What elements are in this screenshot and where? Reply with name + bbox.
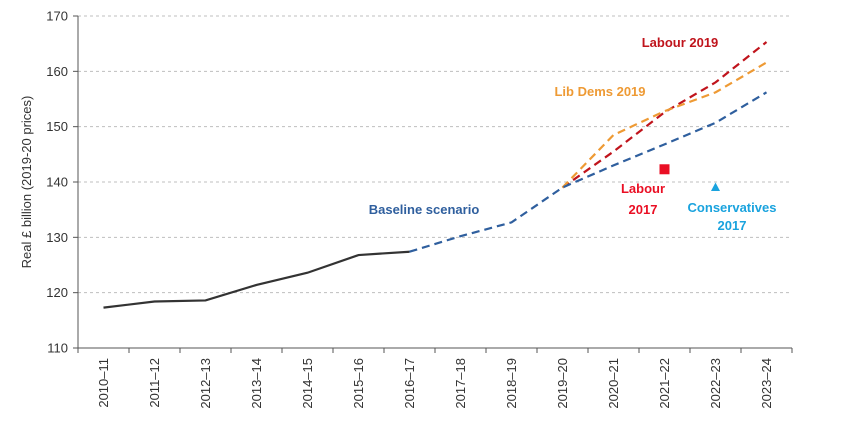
conservatives-2017-marker [711, 182, 720, 192]
y-tick-label: 140 [46, 175, 68, 190]
x-tick-label: 2011–12 [147, 358, 162, 408]
annotation-conservatives-2017-line2: 2017 [718, 218, 747, 233]
y-tick-label: 120 [46, 285, 68, 300]
baseline-scenario-line-historic [103, 250, 410, 309]
y-tick-label: 170 [46, 9, 68, 24]
x-tick-label: 2023–24 [759, 358, 774, 409]
y-tick-label: 110 [47, 341, 68, 356]
y-axis-label: Real £ billion (2019-20 prices) [19, 96, 34, 269]
annotation-labour-2017-line2: 2017 [629, 202, 658, 217]
y-tick-label: 130 [46, 230, 68, 245]
x-tick-label: 2019–20 [555, 358, 570, 409]
x-tick-label: 2014–15 [300, 358, 315, 409]
labour-2019-line [561, 41, 768, 189]
baseline-scenario-line-projected [409, 91, 768, 253]
y-tick-label: 160 [46, 64, 68, 79]
x-tick-label: 2022–23 [708, 358, 723, 409]
point-markers [659, 164, 720, 192]
labour-2017-marker [659, 164, 670, 175]
annotations: Labour 2019 Lib Dems 2019 Baseline scenari… [369, 35, 777, 233]
y-tick-label: 150 [46, 119, 68, 134]
x-tick-label: 2016–17 [402, 358, 417, 409]
x-tick-label: 2013–14 [249, 358, 264, 409]
x-tick-label: 2021–22 [657, 358, 672, 409]
gridlines [78, 15, 792, 294]
annotation-lib-dems-2019: Lib Dems 2019 [554, 84, 645, 99]
x-tick-label: 2018–19 [504, 358, 519, 409]
annotation-labour-2019: Labour 2019 [642, 35, 719, 50]
annotation-conservatives-2017-line1: Conservatives [688, 200, 777, 215]
x-tick-label: 2010–11 [96, 358, 111, 408]
series-lines [103, 41, 768, 309]
x-tick-label: 2017–18 [453, 358, 468, 409]
annotation-baseline-scenario: Baseline scenario [369, 202, 480, 217]
annotation-labour-2017-line1: Labour [621, 181, 665, 196]
x-tick-label: 2020–21 [606, 358, 621, 409]
x-tick-label: 2012–13 [198, 358, 213, 409]
y-axis-ticks: 110 120 130 140 150 160 170 [46, 9, 78, 356]
x-axis-ticks: 2010–11 2011–12 2012–13 2013–14 2014–15 2015–… [77, 348, 793, 409]
x-tick-label: 2015–16 [351, 358, 366, 409]
